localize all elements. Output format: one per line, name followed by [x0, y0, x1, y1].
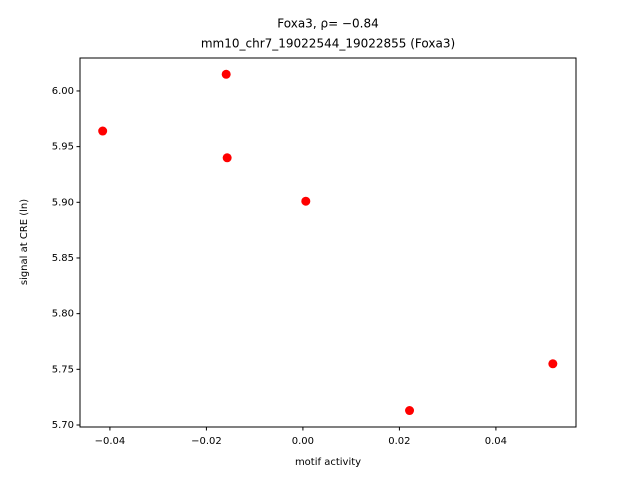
y-tick-label: 5.70 — [52, 420, 74, 431]
y-tick-label: 5.85 — [52, 253, 74, 264]
y-tick-label: 5.90 — [52, 197, 74, 208]
x-tick-label: 0.00 — [292, 436, 314, 447]
point — [548, 359, 558, 369]
plot-frame — [79, 57, 577, 428]
point — [221, 69, 231, 79]
x-tick-label: −0.02 — [191, 436, 222, 447]
chart-title: Foxa3, ρ= −0.84 — [277, 17, 378, 31]
x-axis-label: motif activity — [295, 457, 361, 468]
point — [301, 196, 311, 206]
point — [98, 126, 108, 136]
x-tick-label: −0.04 — [95, 436, 126, 447]
x-tick-label: 0.04 — [485, 436, 507, 447]
y-tick-label: 5.75 — [52, 364, 74, 375]
y-tick-label: 5.80 — [52, 309, 74, 320]
y-tick-label: 5.95 — [52, 142, 74, 153]
point — [405, 406, 415, 416]
chart-subtitle: mm10_chr7_19022544_19022855 (Foxa3) — [201, 37, 455, 51]
point — [222, 153, 232, 163]
y-axis-label: signal at CRE (ln) — [19, 199, 30, 285]
y-tick-label: 6.00 — [52, 86, 74, 97]
x-tick-label: 0.02 — [388, 436, 410, 447]
